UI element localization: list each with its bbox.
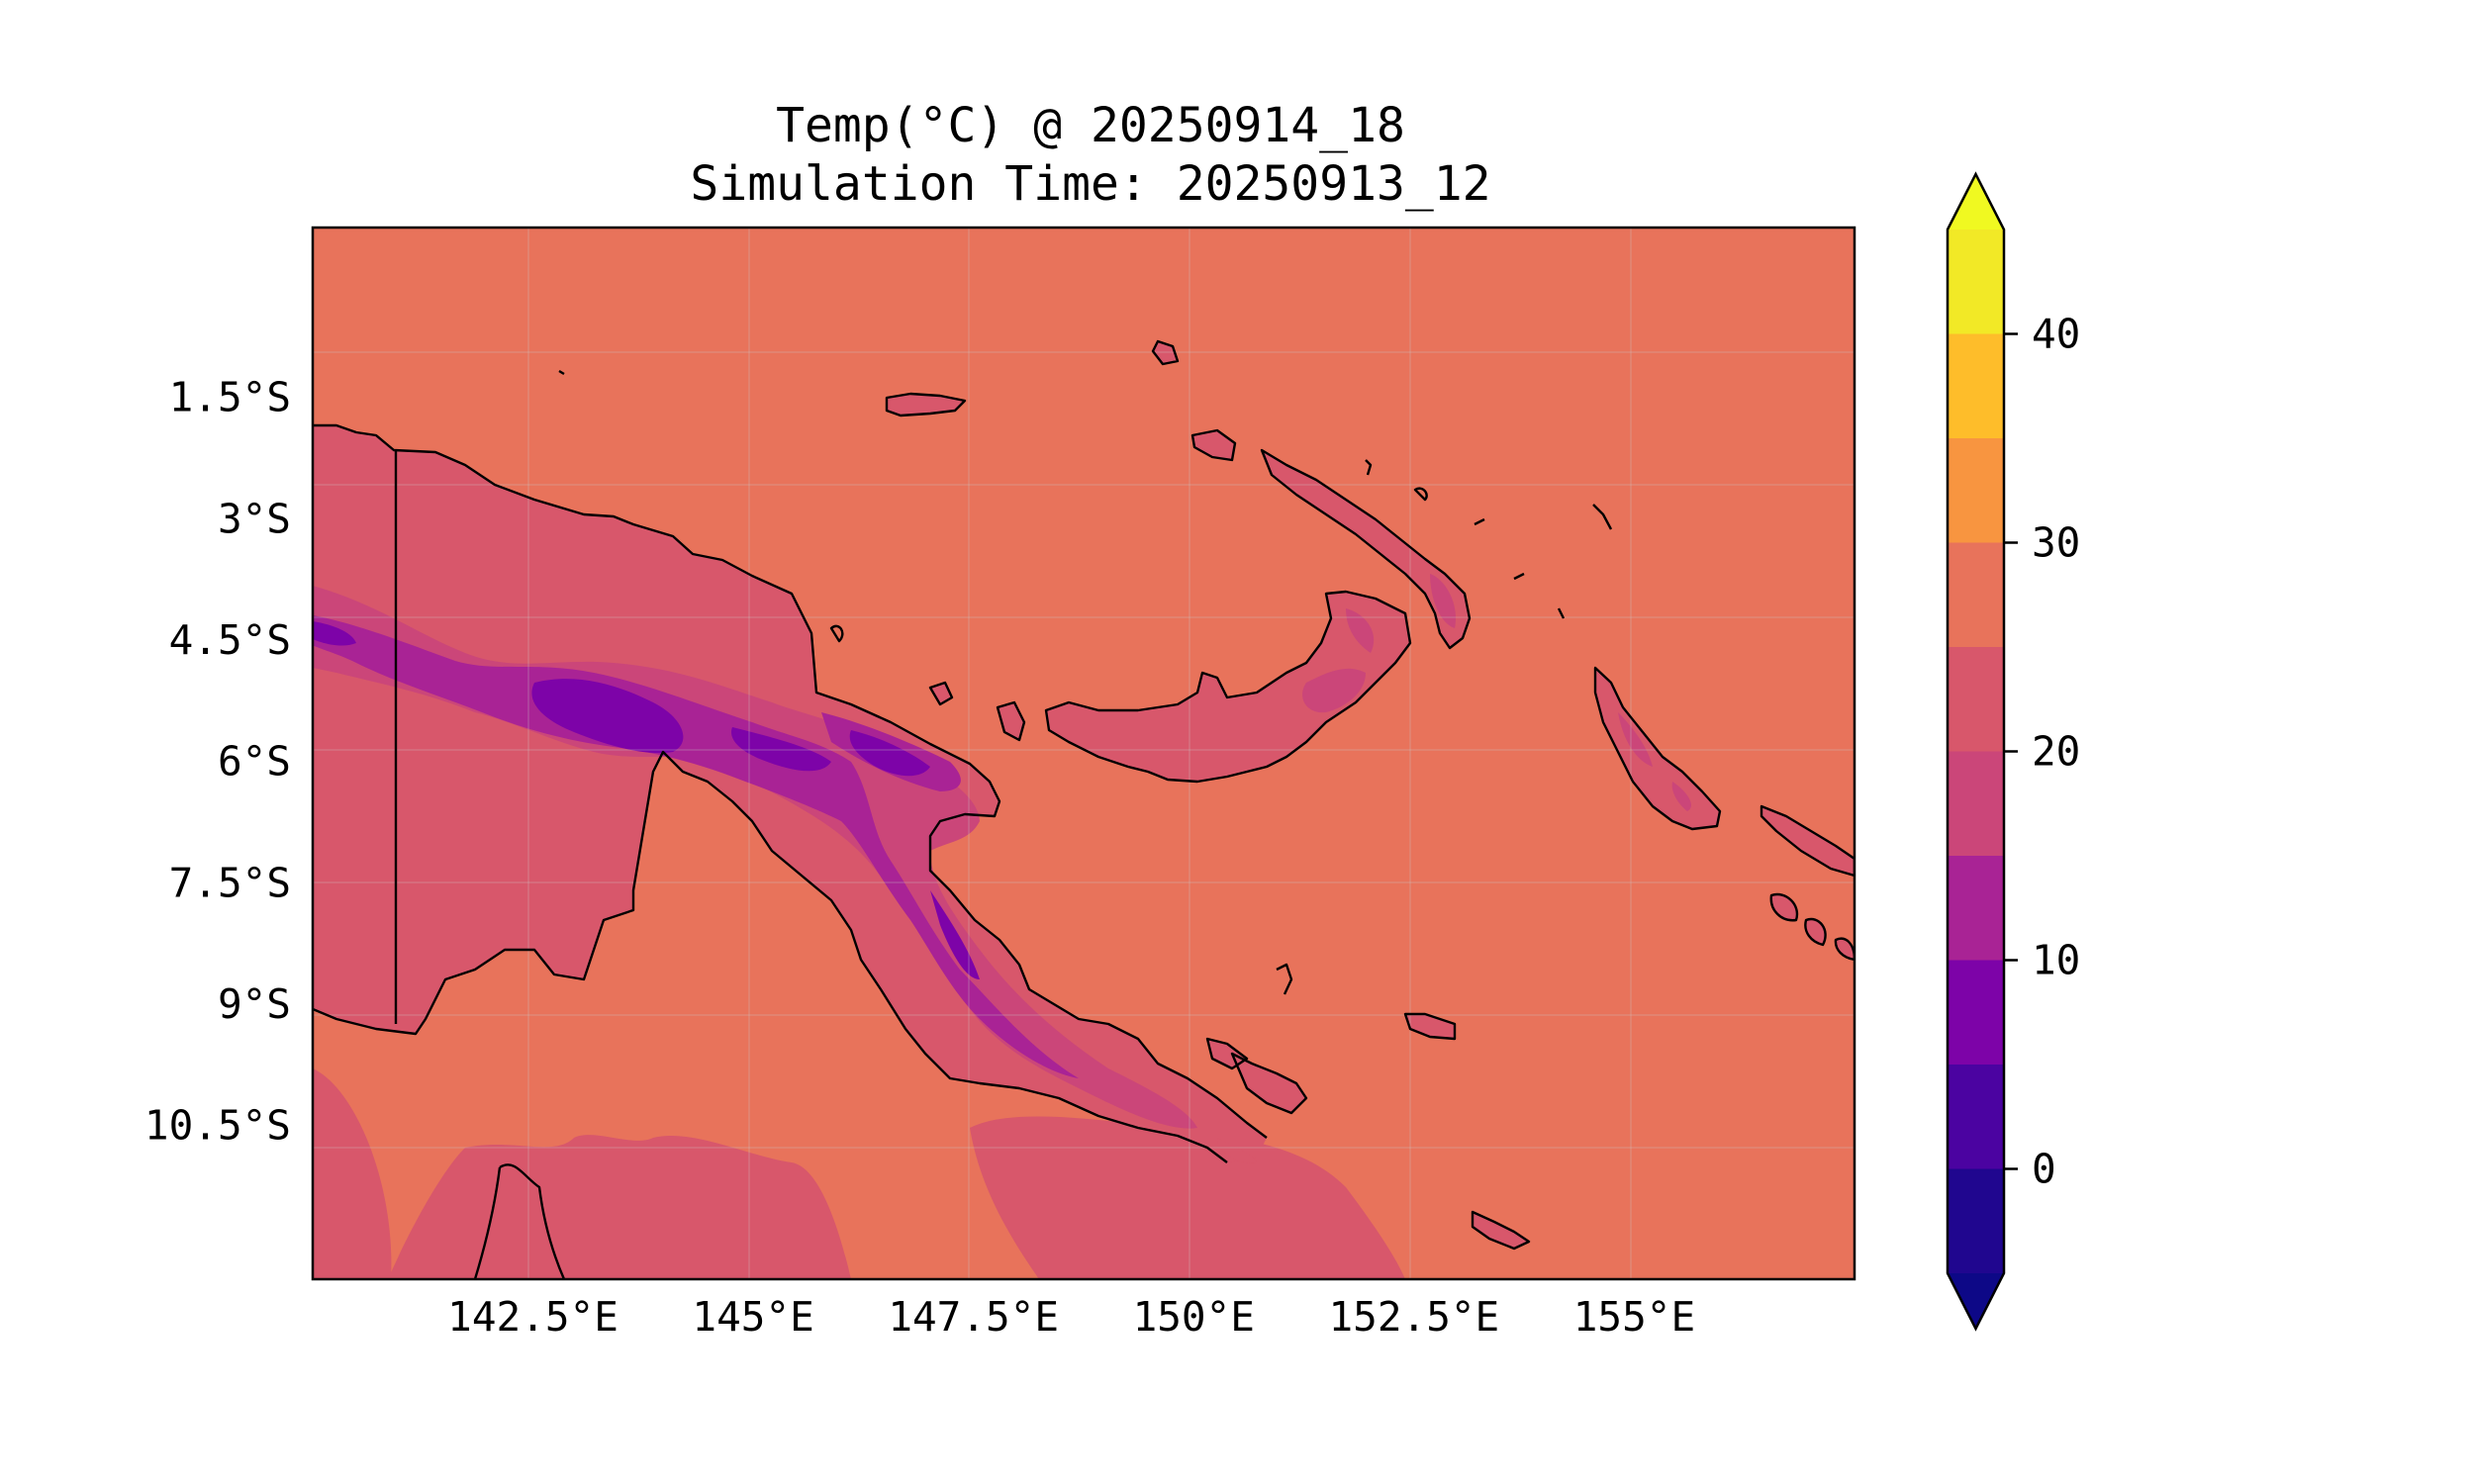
lat-tick-label: 1.5°S xyxy=(169,374,291,421)
manus-island xyxy=(887,394,965,416)
new-ireland-15-20 xyxy=(1430,574,1456,628)
new-britain xyxy=(1046,592,1410,782)
colorbar-under-extension xyxy=(1948,1273,2004,1329)
lon-tick-label: 145°E xyxy=(692,1293,813,1341)
colorbar-segment xyxy=(1948,333,2004,438)
map-title: Temp(°C) @ 20250914_18 xyxy=(776,98,1405,153)
colorbar-tick-label: 10 xyxy=(2032,937,2080,984)
lat-tick-label: 6°S xyxy=(218,738,291,786)
southern-field-20-25 xyxy=(313,1068,1405,1279)
lat-tick-label: 3°S xyxy=(218,495,291,542)
lon-tick-label: 150°E xyxy=(1133,1293,1255,1341)
colorbar-segment xyxy=(1948,856,2004,961)
colorbar-over-extension xyxy=(1948,174,2004,230)
colorbar-tick-label: 20 xyxy=(2032,728,2080,776)
new-georgia xyxy=(1770,894,1855,960)
highlands-10-15 xyxy=(313,615,1079,1078)
colorbar-tick-label: 40 xyxy=(2032,311,2080,358)
lon-tick-label: 152.5°E xyxy=(1328,1293,1499,1341)
colorbar-segment xyxy=(1948,1168,2004,1273)
colorbar-segment xyxy=(1948,438,2004,543)
colorbar: 0 10 20 30 40 xyxy=(1946,171,2080,1332)
bougainville-15-20 xyxy=(1618,712,1692,811)
map-subtitle: Simulation Time: 20250913_12 xyxy=(690,156,1490,212)
colorbar-segment xyxy=(1948,647,2004,752)
choiseul xyxy=(1761,806,1855,876)
colorbar-segment xyxy=(1948,542,2004,647)
lat-tick-label: 10.5°S xyxy=(144,1102,291,1150)
coastlines xyxy=(313,339,1855,1279)
colorbar-tick-label: 0 xyxy=(2032,1146,2056,1193)
colorbar-segment xyxy=(1948,751,2004,856)
map-frame xyxy=(311,226,1856,1281)
colorbar-segment xyxy=(1948,1065,2004,1169)
lat-tick-label: 7.5°S xyxy=(169,859,291,906)
colorbar-outline xyxy=(1946,171,2006,1332)
lon-tick-label: 147.5°E xyxy=(888,1293,1059,1341)
lon-tick-label: 142.5°E xyxy=(447,1293,618,1341)
lat-tick-label: 4.5°S xyxy=(169,616,291,664)
latitude-tick-labels: 1.5°S 3°S 4.5°S 6°S 7.5°S 9°S 10.5°S xyxy=(144,374,291,1150)
lat-tick-label: 9°S xyxy=(218,980,291,1028)
lon-tick-label: 155°E xyxy=(1573,1293,1695,1341)
colorbar-segment xyxy=(1948,960,2004,1065)
new-britain-15-20 xyxy=(1302,608,1375,713)
longitude-tick-labels: 142.5°E 145°E 147.5°E 150°E 152.5°E 155°E xyxy=(447,1293,1695,1341)
map-area xyxy=(313,228,1855,1279)
new-ireland xyxy=(1262,450,1470,648)
bougainville xyxy=(1595,668,1720,829)
colorbar-tick-label: 30 xyxy=(2032,519,2080,567)
colorbar-segment xyxy=(1948,230,2004,334)
